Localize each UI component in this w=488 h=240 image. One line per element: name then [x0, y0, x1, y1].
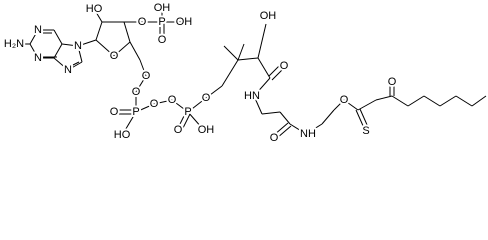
- bond: [77, 45, 83, 63]
- bond: [237, 43, 245, 61]
- bond: [305, 123, 323, 135]
- atom-label: O: [174, 124, 183, 136]
- bond: [273, 122, 289, 136]
- bond: [257, 57, 271, 79]
- atom-label: N: [74, 40, 82, 52]
- bonds: [14, 9, 487, 139]
- bond: [223, 45, 239, 61]
- atom-label: P: [158, 16, 165, 28]
- bond: [135, 75, 147, 93]
- atom-label: O: [110, 50, 119, 62]
- atom-label: O: [280, 60, 289, 72]
- atom-label: O: [150, 98, 159, 110]
- bond: [113, 41, 131, 57]
- bond: [343, 99, 359, 111]
- atom-label: OH: [154, 2, 171, 14]
- bond: [268, 63, 282, 77]
- atom-label: NH: [300, 128, 316, 140]
- bond: [177, 111, 187, 129]
- bond: [261, 111, 281, 115]
- bond: [171, 99, 189, 113]
- atom-label: N: [34, 24, 42, 36]
- atom-label: P: [184, 106, 191, 118]
- bond: [253, 95, 263, 115]
- bond: [205, 85, 223, 99]
- bond: [61, 43, 79, 47]
- bond: [29, 43, 39, 59]
- bond: [29, 29, 39, 45]
- atom-label: O: [132, 86, 141, 98]
- bond: [355, 109, 365, 129]
- atom-label: HN: [244, 90, 260, 102]
- atom-label: OH: [260, 10, 277, 22]
- bond: [357, 99, 377, 111]
- atom-label: OH: [198, 124, 215, 136]
- atom-label: OH: [176, 16, 193, 28]
- bond: [123, 111, 137, 133]
- bond: [181, 113, 191, 131]
- bond: [423, 95, 441, 107]
- atom-label: O: [142, 70, 151, 82]
- bond: [66, 61, 80, 69]
- bond: [257, 23, 267, 59]
- bond: [359, 108, 369, 128]
- bond: [123, 21, 131, 43]
- atom-label: HO: [114, 129, 131, 141]
- bond: [153, 99, 173, 105]
- atom-label: O: [340, 94, 349, 106]
- atom-label: O: [110, 106, 119, 118]
- bond: [391, 95, 409, 107]
- bond: [135, 103, 155, 113]
- bond: [321, 109, 335, 125]
- bond: [95, 21, 103, 41]
- atom-label: O: [168, 94, 177, 106]
- bond: [53, 43, 63, 59]
- bond: [221, 59, 239, 87]
- bond: [187, 97, 207, 113]
- atom-label: O: [158, 34, 167, 46]
- bond: [129, 41, 141, 61]
- bond: [455, 95, 473, 107]
- atom-label: O: [138, 16, 147, 28]
- bond: [253, 77, 271, 97]
- bond: [67, 61, 83, 71]
- bond: [279, 111, 291, 125]
- bond: [95, 11, 103, 23]
- bond: [276, 125, 292, 139]
- bond: [439, 95, 457, 107]
- bond: [139, 59, 147, 77]
- atom-label: N: [34, 52, 42, 64]
- bond: [237, 57, 259, 61]
- bond: [95, 39, 115, 57]
- bond: [471, 95, 487, 107]
- atom-label: N: [64, 64, 72, 76]
- atom-label: O: [270, 132, 279, 144]
- bond: [53, 57, 69, 71]
- bond: [77, 39, 97, 47]
- atom-label: O: [202, 92, 211, 104]
- bond: [407, 95, 425, 107]
- atom-label: HO: [86, 3, 103, 15]
- bond: [333, 99, 345, 111]
- atom-label: O: [388, 76, 397, 88]
- atom-label: P: [132, 106, 139, 118]
- bond: [53, 29, 63, 45]
- atom-label: H₂N: [4, 38, 24, 50]
- bond: [271, 67, 285, 81]
- atom-label: S: [362, 125, 369, 137]
- bond: [187, 111, 203, 129]
- bond: [375, 95, 393, 101]
- bond: [289, 123, 307, 135]
